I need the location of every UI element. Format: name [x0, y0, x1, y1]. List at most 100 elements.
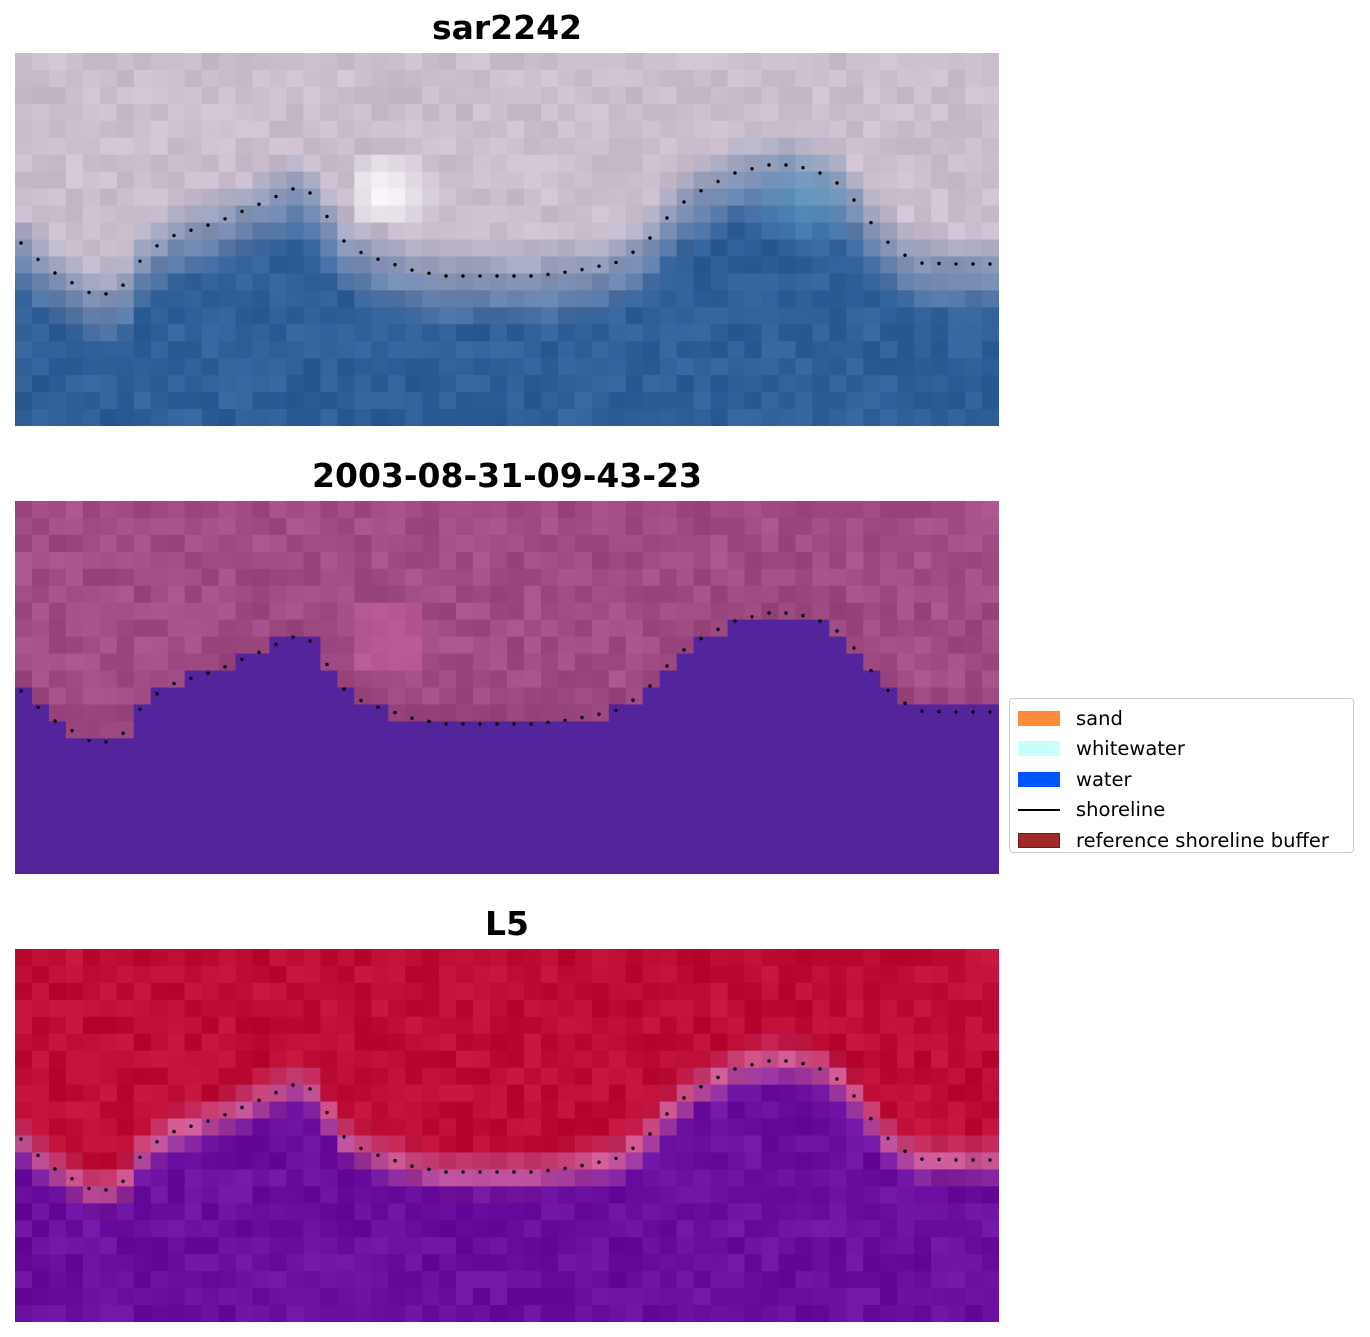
- pixel-cell: [795, 1118, 813, 1137]
- pixel-cell: [235, 324, 254, 342]
- shoreline-dot: [546, 272, 550, 277]
- pixel-cell: [218, 1033, 237, 1052]
- pixel-cell: [863, 171, 881, 190]
- pixel-cell: [948, 568, 966, 587]
- pixel-cell: [574, 1101, 593, 1120]
- pixel-cell: [116, 137, 135, 156]
- pixel-cell: [812, 517, 830, 536]
- pixel-cell: [388, 307, 406, 325]
- pixel-cell: [439, 409, 457, 426]
- pixel-cell: [982, 137, 999, 156]
- pixel-cell: [167, 585, 186, 604]
- pixel-cell: [863, 409, 881, 426]
- pixel-cell: [167, 1050, 186, 1069]
- pixel-cell: [371, 1084, 389, 1103]
- pixel-cell: [863, 1050, 881, 1069]
- pixel-cell: [337, 653, 355, 672]
- pixel-cell: [710, 205, 729, 224]
- pixel-cell: [897, 273, 915, 291]
- shoreline-dot: [580, 715, 584, 720]
- pixel-cell: [99, 1288, 118, 1306]
- pixel-cell: [931, 823, 949, 841]
- pixel-cell: [235, 1152, 254, 1170]
- pixel-cell: [965, 687, 983, 706]
- pixel-cell: [405, 341, 423, 359]
- pixel-cell: [82, 1169, 101, 1187]
- pixel-cell: [48, 534, 67, 553]
- pixel-cell: [625, 86, 644, 105]
- pixel-cell: [931, 704, 949, 722]
- pixel-cell: [897, 840, 915, 858]
- pixel-cell: [931, 137, 949, 156]
- pixel-cell: [388, 772, 406, 790]
- pixel-cell: [744, 789, 763, 807]
- pixel-cell: [540, 1203, 559, 1221]
- pixel-cell: [693, 1288, 712, 1306]
- pixel-cell: [150, 1254, 169, 1272]
- pixel-cell: [235, 137, 254, 156]
- pixel-cell: [167, 154, 186, 173]
- pixel-cell: [422, 1016, 440, 1035]
- pixel-cell: [303, 823, 321, 841]
- pixel-cell: [303, 103, 321, 122]
- pixel-cell: [693, 949, 712, 967]
- pixel-cell: [812, 222, 830, 241]
- pixel-cell: [405, 205, 423, 224]
- pixel-cell: [15, 137, 33, 156]
- pixel-cell: [286, 1084, 305, 1103]
- pixel-cell: [473, 409, 491, 426]
- pixel-cell: [540, 409, 559, 426]
- pixel-cell: [982, 517, 999, 536]
- pixel-cell: [507, 239, 525, 258]
- pixel-cell: [693, 120, 712, 139]
- pixel-cell: [523, 1152, 542, 1170]
- shoreline-dot: [104, 1188, 108, 1192]
- pixel-cell: [218, 324, 237, 342]
- pixel-cell: [659, 949, 678, 967]
- pixel-cell: [116, 670, 135, 689]
- pixel-cell: [371, 103, 389, 122]
- pixel-cell: [795, 772, 813, 790]
- pixel-cell: [642, 517, 661, 536]
- pixel-cell: [133, 1067, 152, 1086]
- pixel-cell: [557, 86, 576, 105]
- pixel-cell: [846, 239, 864, 258]
- pixel-cell: [693, 1203, 712, 1221]
- pixel-cell: [405, 949, 423, 967]
- pixel-cell: [167, 738, 186, 756]
- pixel-cell: [778, 137, 797, 156]
- pixel-cell: [591, 69, 610, 88]
- pixel-cell: [48, 171, 67, 190]
- pixel-cell: [456, 53, 474, 71]
- shoreline-dot: [87, 1186, 91, 1191]
- pixel-cell: [863, 137, 881, 156]
- pixel-cell: [235, 585, 254, 604]
- pixel-cell: [931, 205, 949, 224]
- pixel-cell: [880, 86, 898, 105]
- pixel-cell: [863, 653, 881, 672]
- pixel-cell: [422, 120, 440, 139]
- pixel-cell: [591, 358, 610, 376]
- pixel-cell: [320, 188, 338, 207]
- pixel-cell: [557, 69, 576, 88]
- pixel-cell: [252, 789, 271, 807]
- pixel-cell: [880, 205, 898, 224]
- pixel-cell: [846, 636, 864, 655]
- pixel-cell: [608, 823, 627, 841]
- pixel-cell: [116, 103, 135, 122]
- pixel-cell: [337, 409, 355, 426]
- pixel-cell: [642, 755, 661, 773]
- pixel-cell: [320, 1220, 338, 1238]
- pixel-cell: [846, 341, 864, 359]
- pixel-cell: [897, 86, 915, 105]
- pixel-cell: [574, 1067, 593, 1086]
- pixel-cell: [744, 636, 763, 655]
- pixel-cell: [795, 188, 813, 207]
- pixel-cell: [948, 687, 966, 706]
- pixel-cell: [880, 982, 898, 1001]
- pixel-cell: [727, 1186, 746, 1204]
- pixel-cell: [371, 222, 389, 241]
- pixel-cell: [727, 239, 746, 258]
- pixel-cell: [965, 1203, 983, 1221]
- pixel-cell: [150, 188, 169, 207]
